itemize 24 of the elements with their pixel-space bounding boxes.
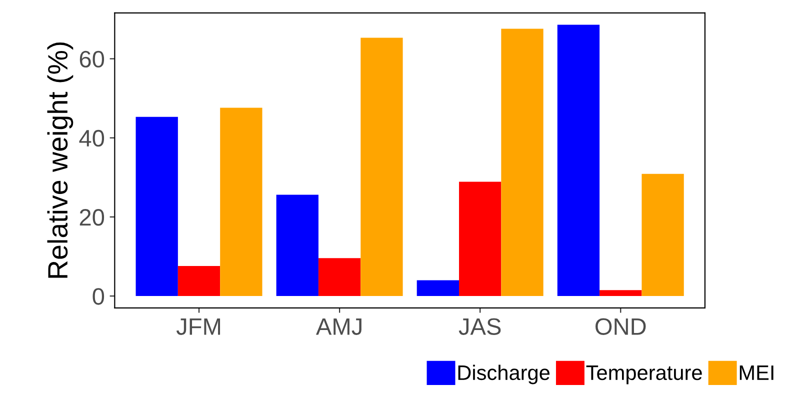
bar — [459, 182, 502, 296]
bar — [276, 194, 318, 296]
legend-label: Temperature — [586, 366, 702, 384]
y-axis-title: Relative weight (%) — [47, 42, 74, 278]
legend-label: MEI — [740, 366, 774, 380]
bar — [360, 38, 403, 296]
y-tick-label: 20 — [80, 209, 104, 226]
bar — [501, 28, 544, 296]
x-tick-label: OND — [596, 318, 646, 335]
bar — [642, 174, 684, 296]
legend-label: Discharge — [458, 364, 550, 384]
bar — [557, 24, 600, 296]
x-tick-label: JAS — [458, 318, 501, 335]
y-tick-label: 40 — [79, 130, 104, 147]
bar — [416, 280, 460, 296]
bar — [318, 258, 361, 296]
x-tick-label: AMJ — [316, 318, 362, 335]
y-tick-label: 0 — [92, 288, 104, 305]
bar — [220, 108, 262, 296]
bar — [178, 266, 220, 296]
x-tick-label: JFM — [176, 318, 220, 335]
y-tick-label: 60 — [80, 50, 104, 68]
bar — [136, 116, 178, 296]
bar — [600, 290, 642, 296]
